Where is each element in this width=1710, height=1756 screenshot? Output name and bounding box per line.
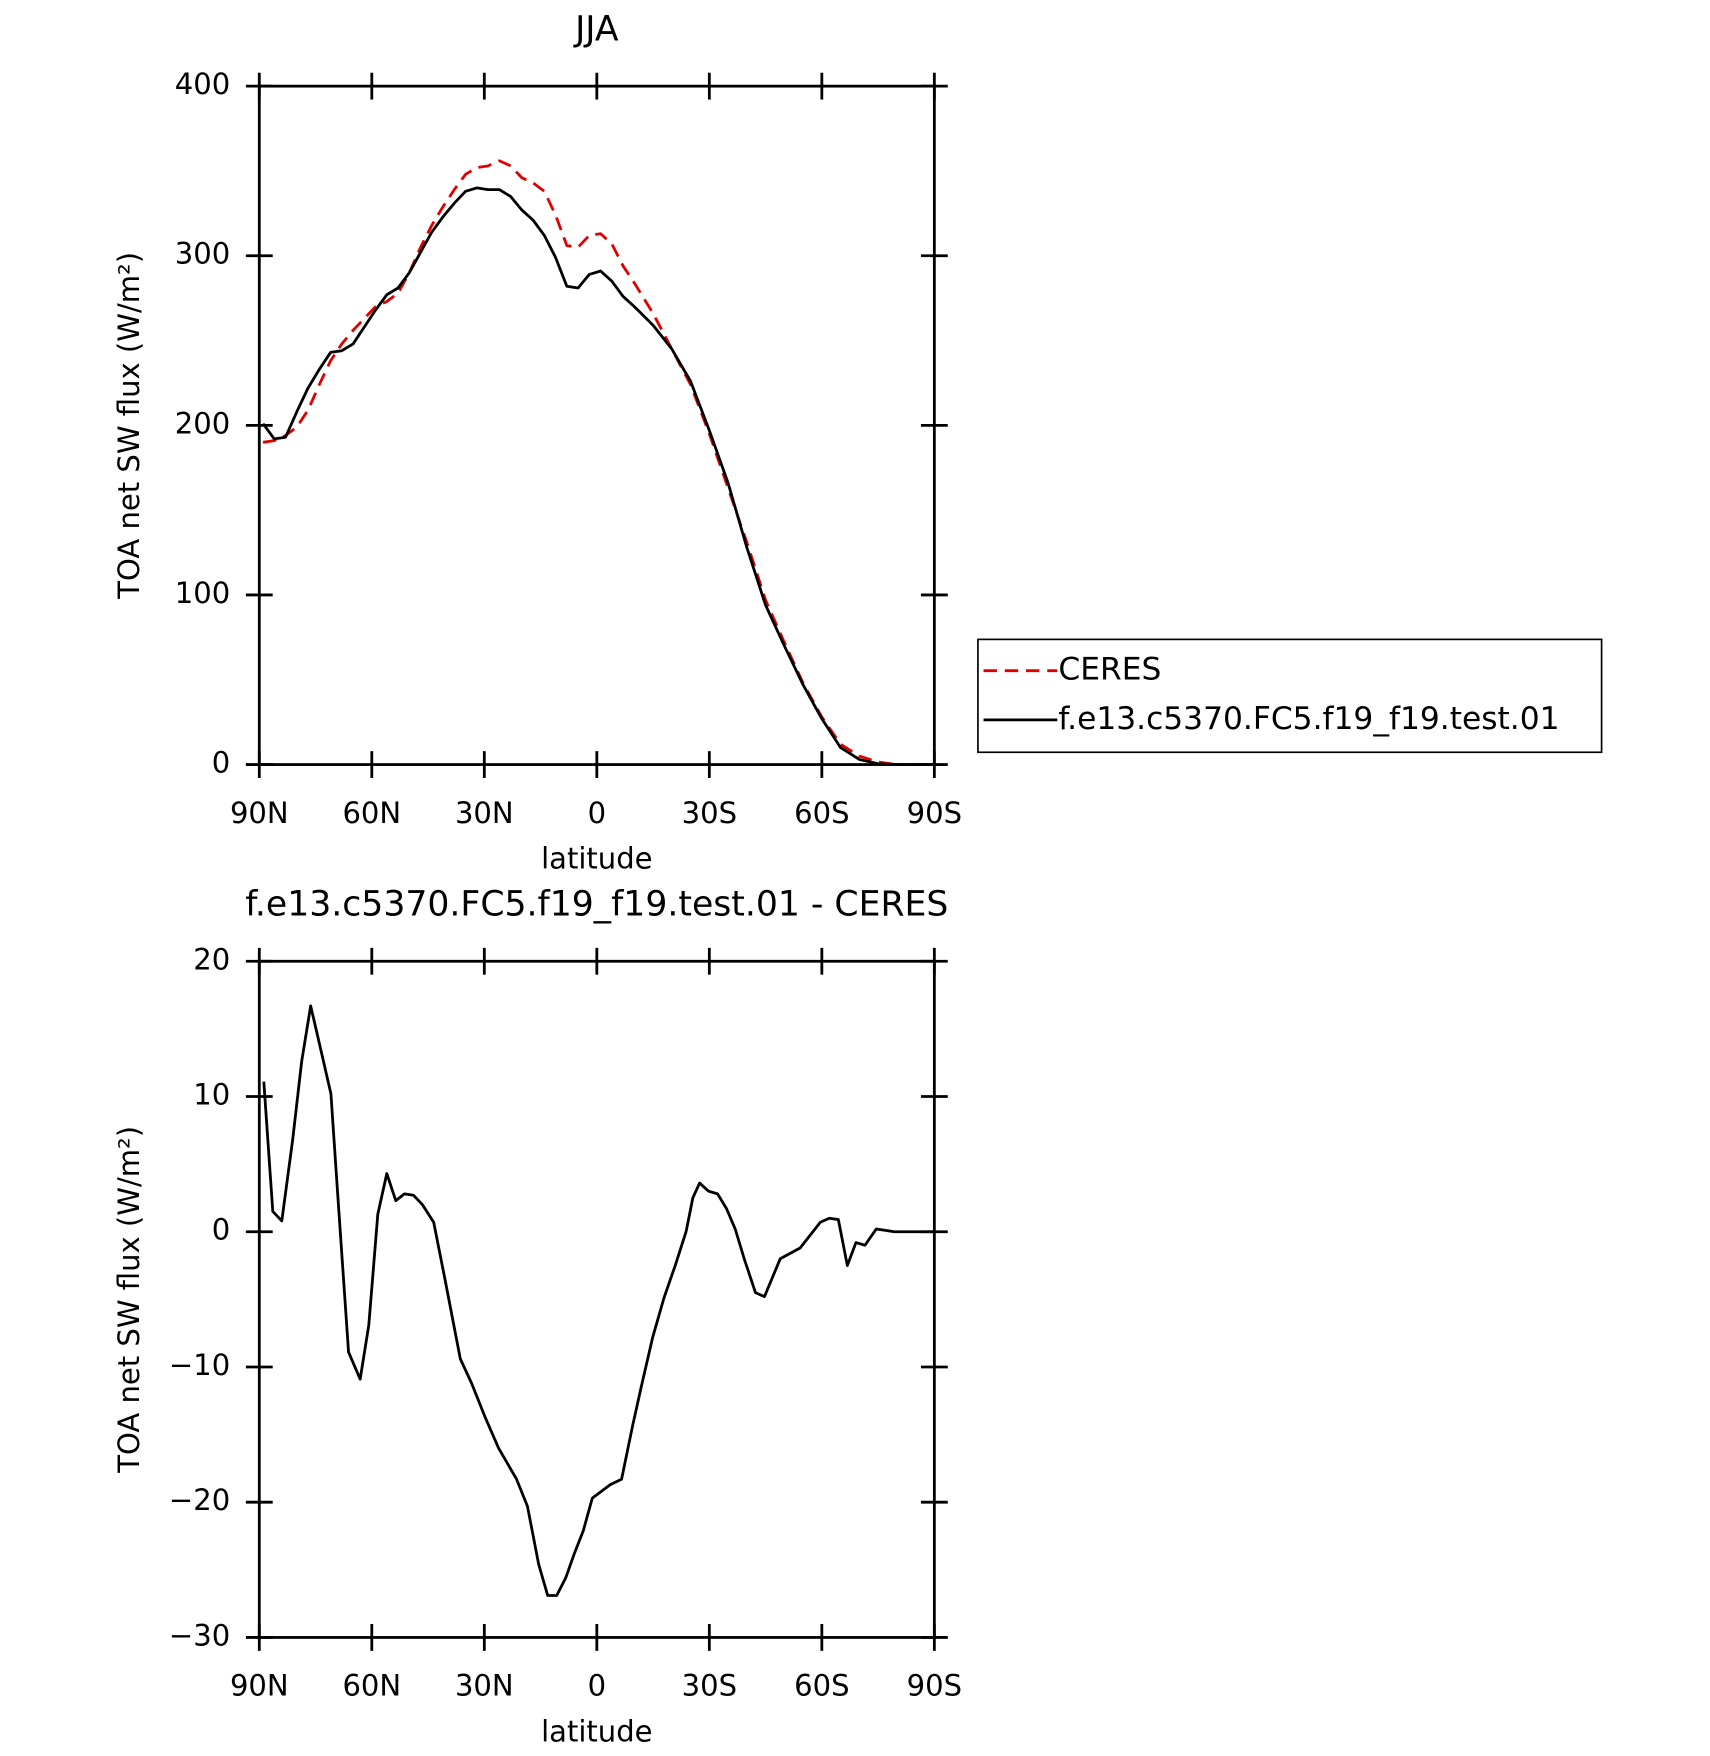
y-tick-label: 300 xyxy=(175,237,230,271)
x-tick-label: 60S xyxy=(794,1669,849,1703)
x-tick-label: 60N xyxy=(342,1669,401,1703)
y-tick-label: −30 xyxy=(169,1618,230,1652)
x-tick-label: 60S xyxy=(794,796,849,830)
y-tick-label: 0 xyxy=(212,746,230,780)
x-tick-label: 0 xyxy=(588,796,606,830)
x-axis-label: latitude xyxy=(541,1715,652,1749)
x-tick-label: 90N xyxy=(230,796,289,830)
chart-title: f.e13.c5370.FC5.f19_f19.test.01 - CERES xyxy=(245,884,948,924)
x-tick-label: 30N xyxy=(455,1669,514,1703)
y-tick-label: 20 xyxy=(193,942,230,976)
x-tick-label: 90N xyxy=(230,1669,289,1703)
x-tick-label: 30S xyxy=(682,796,737,830)
plot-frame xyxy=(257,84,936,766)
chart-title: JJA xyxy=(573,9,619,49)
y-tick-label: 10 xyxy=(193,1077,230,1111)
x-tick-label: 0 xyxy=(588,1669,606,1703)
y-axis-label: TOA net SW flux (W/m²) xyxy=(112,1126,146,1474)
y-axis-label: TOA net SW flux (W/m²) xyxy=(112,252,146,600)
data-line xyxy=(261,186,935,766)
y-tick-label: −10 xyxy=(169,1348,230,1382)
plot-frame xyxy=(257,959,936,1639)
legend-label: CERES xyxy=(1058,652,1161,688)
data-line xyxy=(262,159,935,766)
x-tick-label: 90S xyxy=(907,796,962,830)
data-line xyxy=(262,1004,935,1597)
x-axis-label: latitude xyxy=(541,842,652,876)
x-tick-label: 60N xyxy=(342,796,401,830)
x-tick-label: 90S xyxy=(907,1669,962,1703)
y-tick-label: −20 xyxy=(169,1483,230,1517)
x-tick-label: 30N xyxy=(455,796,514,830)
y-tick-label: 100 xyxy=(175,576,230,610)
legend-label: f.e13.c5370.FC5.f19_f19.test.01 xyxy=(1058,701,1559,737)
y-tick-label: 400 xyxy=(175,67,230,101)
y-tick-label: 0 xyxy=(212,1213,230,1247)
y-tick-label: 200 xyxy=(175,406,230,440)
x-tick-label: 30S xyxy=(682,1669,737,1703)
legend-box xyxy=(977,638,1603,754)
